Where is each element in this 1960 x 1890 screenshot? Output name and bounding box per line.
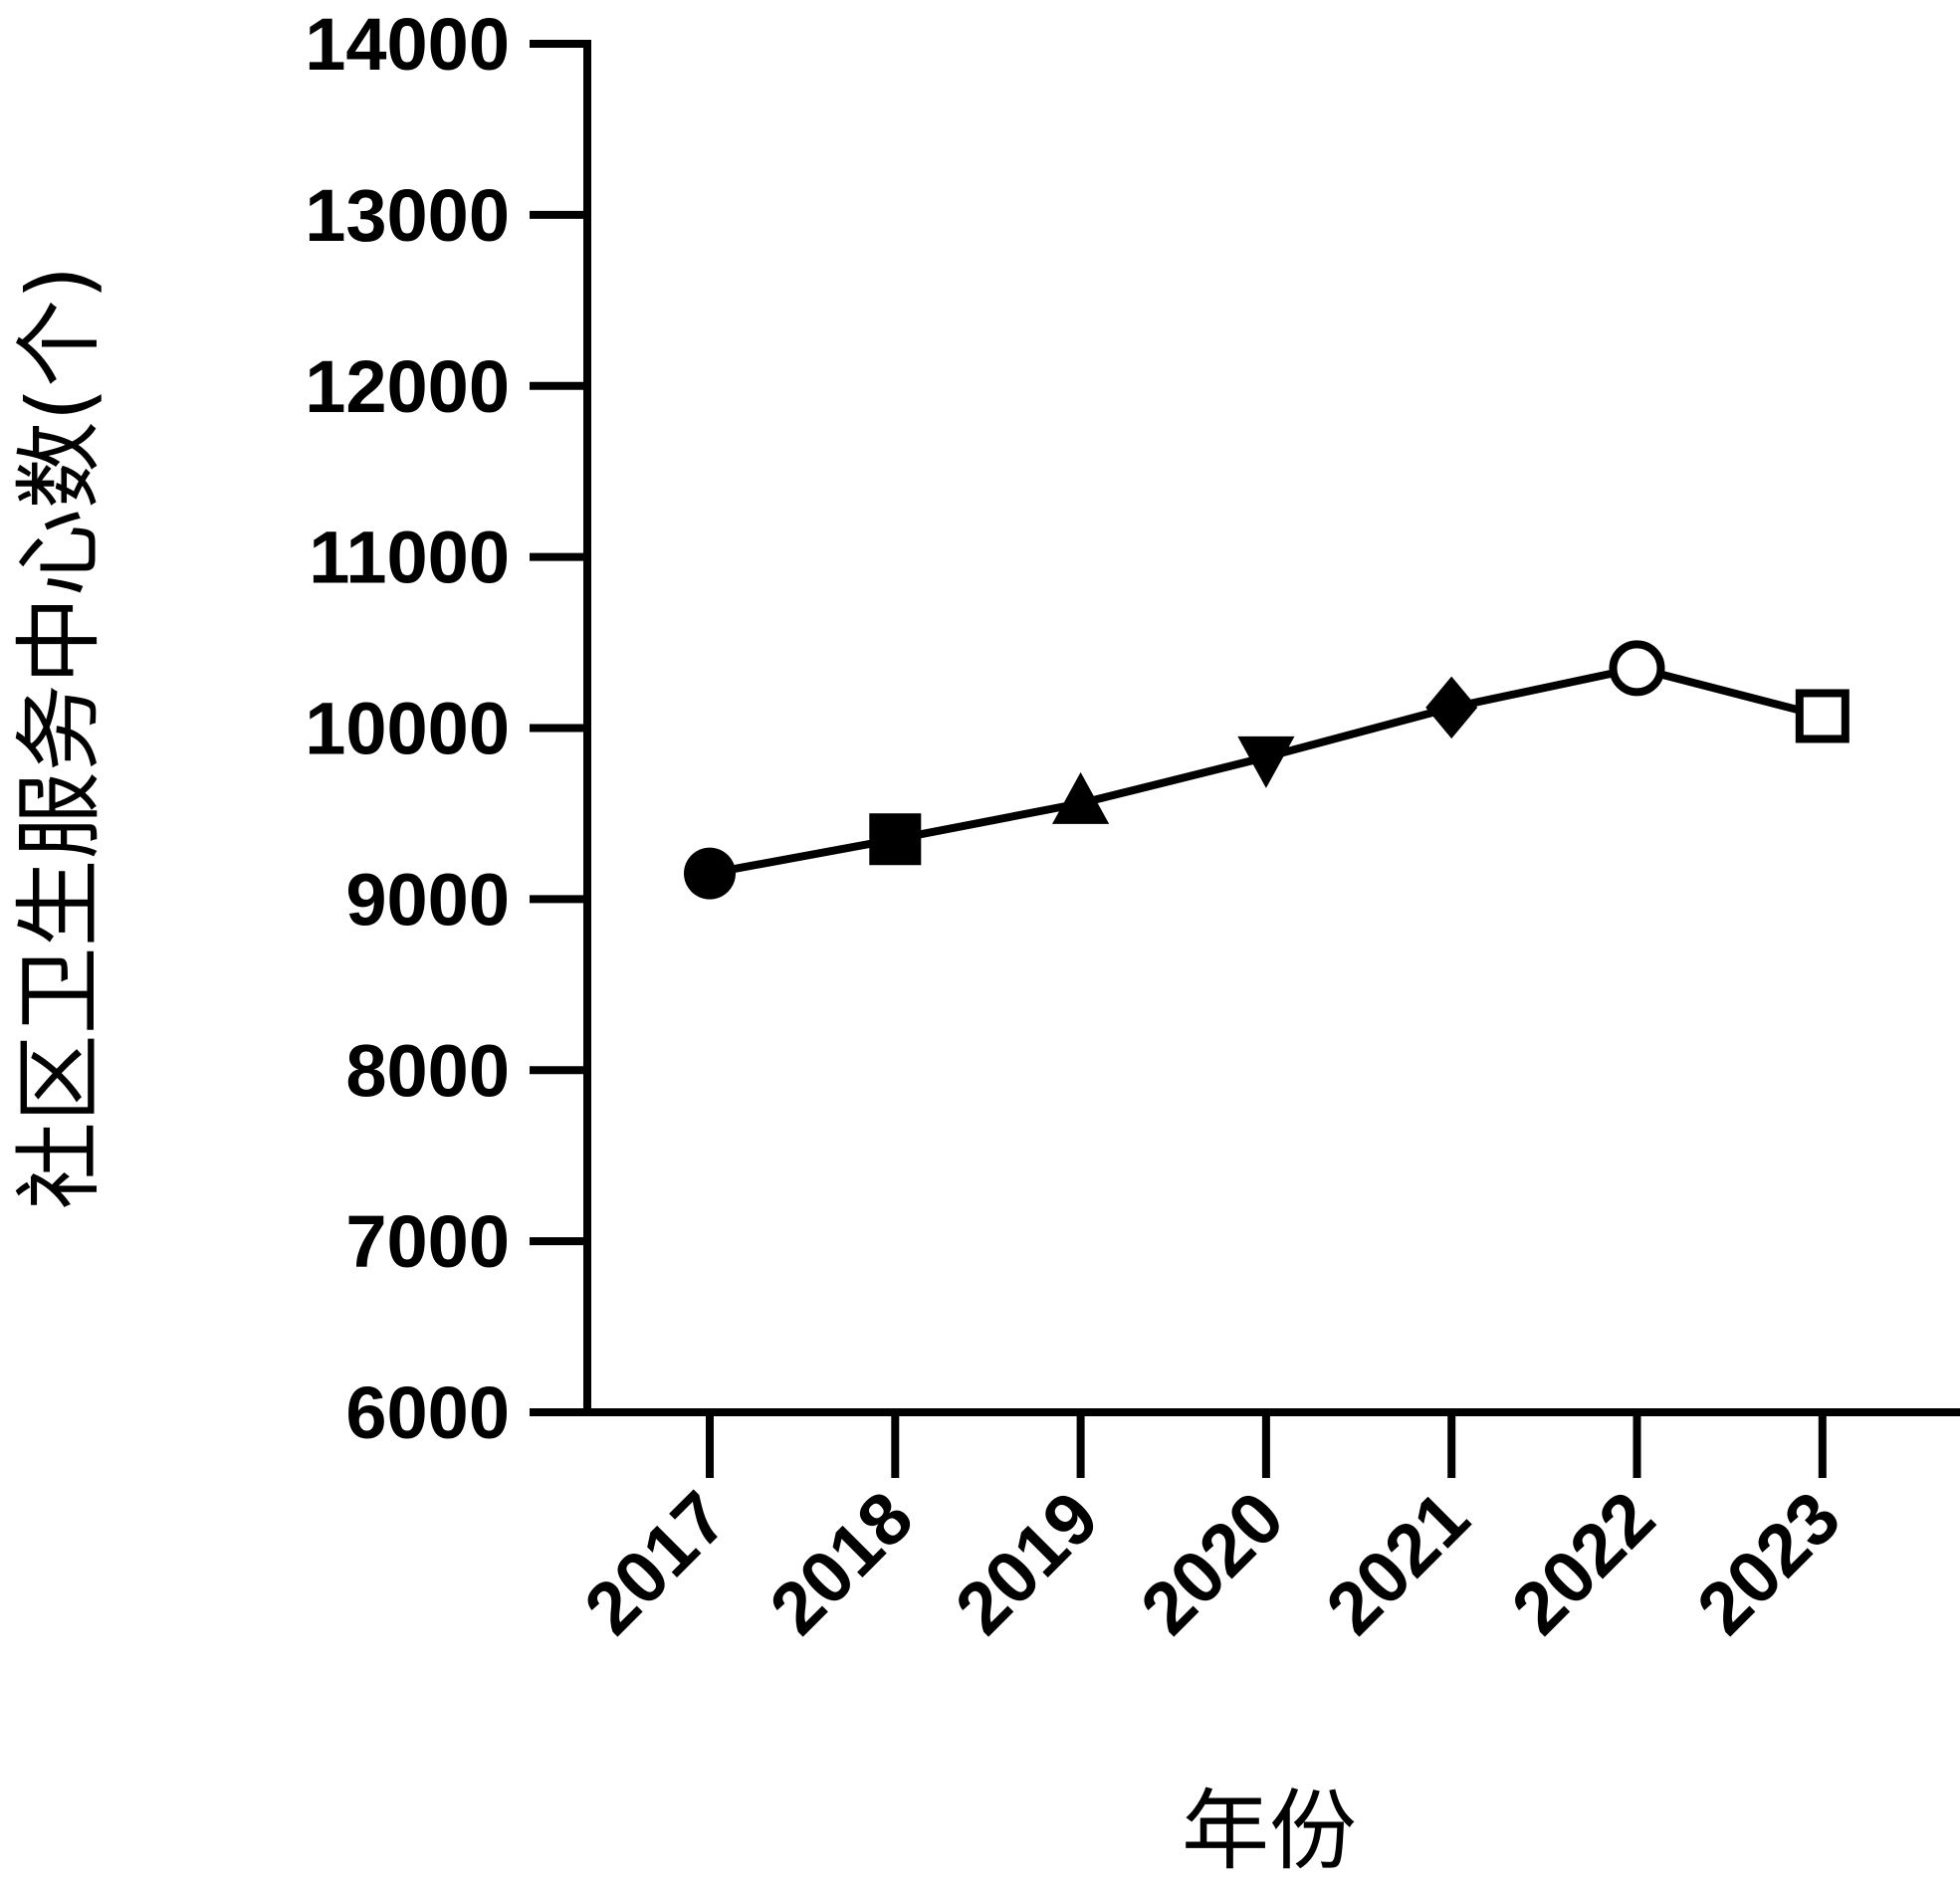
x-tick-label: 2021 — [1310, 1476, 1484, 1650]
marker — [1425, 676, 1478, 739]
marker — [869, 813, 922, 866]
marker — [1609, 640, 1665, 697]
marker — [684, 847, 736, 900]
marker — [1052, 771, 1110, 824]
y-tick-label: 14000 — [305, 3, 510, 86]
y-tick-label: 11000 — [309, 517, 510, 599]
marker — [1237, 735, 1295, 788]
x-tick-label: 2018 — [755, 1476, 929, 1650]
x-tick-label: 2020 — [1125, 1476, 1299, 1650]
y-tick-label: 6000 — [345, 1371, 510, 1454]
y-tick-label: 7000 — [345, 1200, 510, 1283]
x-axis-title: 年份 — [1182, 1780, 1357, 1882]
y-tick-label: 9000 — [345, 858, 510, 941]
y-tick-label: 8000 — [345, 1029, 510, 1112]
marker — [1795, 689, 1850, 743]
x-tick-label: 2017 — [568, 1476, 743, 1650]
x-tick-label: 2023 — [1681, 1476, 1855, 1650]
y-axis-title: 社区卫生服务中心数(个) — [8, 266, 110, 1210]
y-tick-label: 12000 — [305, 345, 510, 428]
x-tick-label: 2022 — [1496, 1476, 1670, 1650]
x-tick-label: 2019 — [940, 1476, 1114, 1650]
y-tick-label: 10000 — [305, 688, 510, 770]
y-tick-label: 13000 — [305, 174, 510, 257]
